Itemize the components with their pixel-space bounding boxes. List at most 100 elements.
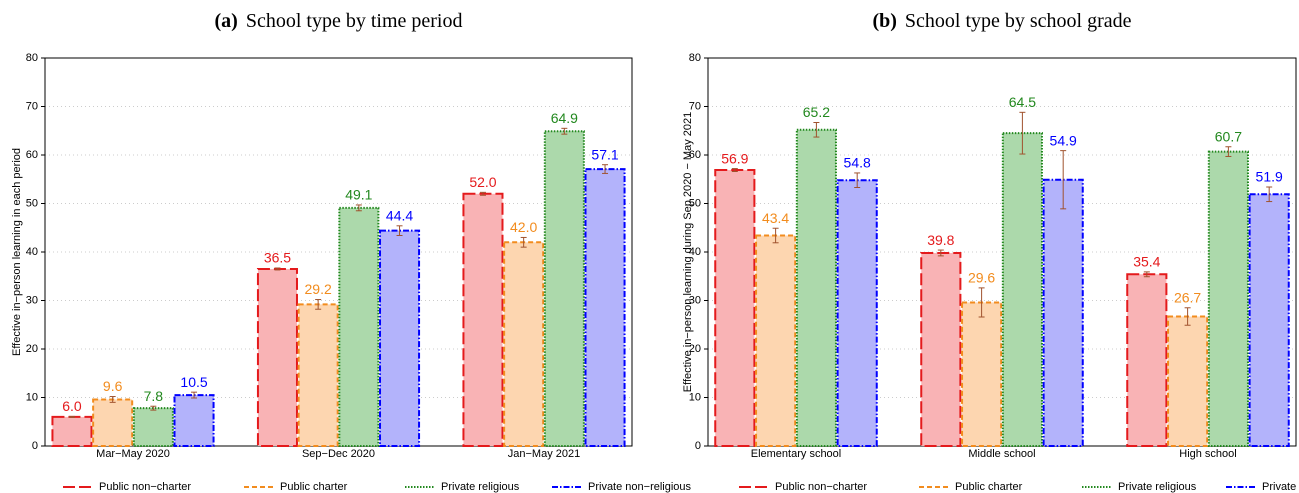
y-tick-label: 80 [26, 52, 38, 64]
bar [338, 206, 380, 447]
bar [462, 192, 504, 447]
y-tick-label: 60 [689, 149, 701, 161]
value-label: 51.9 [1256, 169, 1283, 185]
legend-label: Private religious [441, 481, 520, 493]
value-label: 36.5 [264, 250, 291, 266]
value-label: 43.4 [762, 210, 789, 226]
y-tick-label: 60 [26, 149, 38, 161]
value-label: 54.9 [1050, 132, 1077, 148]
value-label: 65.2 [803, 104, 830, 120]
error-bar [813, 122, 820, 138]
y-tick-label: 70 [26, 100, 38, 112]
y-tick-label: 10 [26, 391, 38, 403]
legend-label: Private non−religious [588, 481, 692, 493]
value-label: 54.8 [844, 155, 871, 171]
error-bar [978, 287, 985, 318]
error-bar [1060, 150, 1067, 210]
y-tick-label: 30 [26, 294, 38, 306]
y-tick-label: 50 [689, 197, 701, 209]
bar [584, 168, 626, 447]
y-tick-label: 80 [689, 52, 701, 64]
x-tick-label: Elementary school [751, 448, 842, 460]
y-tick-label: 50 [26, 197, 38, 209]
x-tick-label: Jan−May 2021 [508, 448, 580, 460]
error-bar [479, 191, 486, 196]
y-tick-label: 0 [695, 440, 701, 452]
value-label: 10.5 [180, 374, 207, 390]
y-tick-label: 40 [689, 246, 701, 258]
bar [1042, 178, 1084, 448]
bar [836, 179, 878, 447]
error-bar [191, 391, 198, 399]
y-tick-label: 20 [689, 343, 701, 355]
y-tick-label: 10 [689, 391, 701, 403]
bar [755, 234, 797, 447]
bar [92, 398, 134, 448]
value-label: 52.0 [469, 174, 496, 190]
value-label: 29.2 [305, 281, 332, 297]
error-bar [854, 172, 861, 188]
y-tick-label: 70 [689, 100, 701, 112]
error-bar [561, 127, 568, 135]
error-bar [150, 405, 157, 411]
error-bar [274, 267, 281, 271]
error-bar [520, 236, 527, 248]
bar [1248, 193, 1290, 447]
value-label: 26.7 [1174, 289, 1201, 305]
value-label: 56.9 [721, 150, 748, 166]
y-axis-label: Effective in−person learning in each per… [11, 148, 23, 356]
bar [1207, 150, 1249, 447]
value-label: 9.6 [103, 378, 123, 394]
bar [1167, 315, 1209, 447]
value-label: 64.5 [1009, 94, 1036, 110]
error-bar [1184, 307, 1191, 326]
legend-label: Public non−charter [775, 481, 867, 493]
bar [1001, 132, 1043, 448]
x-tick-label: Sep−Dec 2020 [302, 448, 375, 460]
error-bar [109, 396, 116, 403]
bar [503, 241, 545, 447]
y-tick-label: 20 [26, 343, 38, 355]
panel-label: (a) [215, 10, 238, 32]
value-label: 57.1 [591, 146, 618, 162]
error-bar [315, 299, 322, 310]
error-bar [396, 225, 403, 237]
x-tick-label: Mar−May 2020 [96, 448, 170, 460]
error-bar [1266, 186, 1273, 203]
value-label: 7.8 [144, 388, 164, 404]
error-bar [602, 164, 609, 174]
bar [961, 301, 1003, 447]
y-tick-label: 30 [689, 294, 701, 306]
bar [795, 128, 837, 447]
value-label: 35.4 [1133, 254, 1160, 270]
legend-label: Private non−religious [1262, 481, 1299, 493]
bar [920, 251, 962, 447]
bar [132, 407, 174, 448]
chart-title: (b) School type by school grade [872, 10, 1131, 32]
value-label: 29.6 [968, 270, 995, 286]
error-bar [1019, 111, 1026, 155]
x-tick-label: High school [1179, 448, 1236, 460]
error-bar [772, 227, 779, 244]
title-text: School type by school grade [905, 10, 1132, 32]
value-label: 6.0 [62, 398, 82, 414]
bar [1126, 273, 1168, 447]
x-tick-label: Middle school [968, 448, 1035, 460]
error-bar [68, 415, 75, 418]
legend-label: Public charter [280, 481, 348, 493]
value-label: 60.7 [1215, 128, 1242, 144]
value-label: 44.4 [386, 208, 413, 224]
y-axis-label: Effective in−person learning during Sep … [682, 112, 694, 393]
legend-label: Public charter [955, 481, 1023, 493]
value-label: 49.1 [345, 187, 372, 203]
chart-title: (a) School type by time period [215, 10, 463, 32]
value-label: 39.8 [927, 232, 954, 248]
bar [297, 303, 339, 447]
legend-label: Private religious [1118, 481, 1197, 493]
value-label: 64.9 [551, 110, 578, 126]
error-bar [731, 168, 738, 172]
y-tick-label: 40 [26, 246, 38, 258]
y-tick-label: 0 [32, 440, 38, 452]
bar [51, 415, 93, 447]
bar [256, 267, 298, 447]
